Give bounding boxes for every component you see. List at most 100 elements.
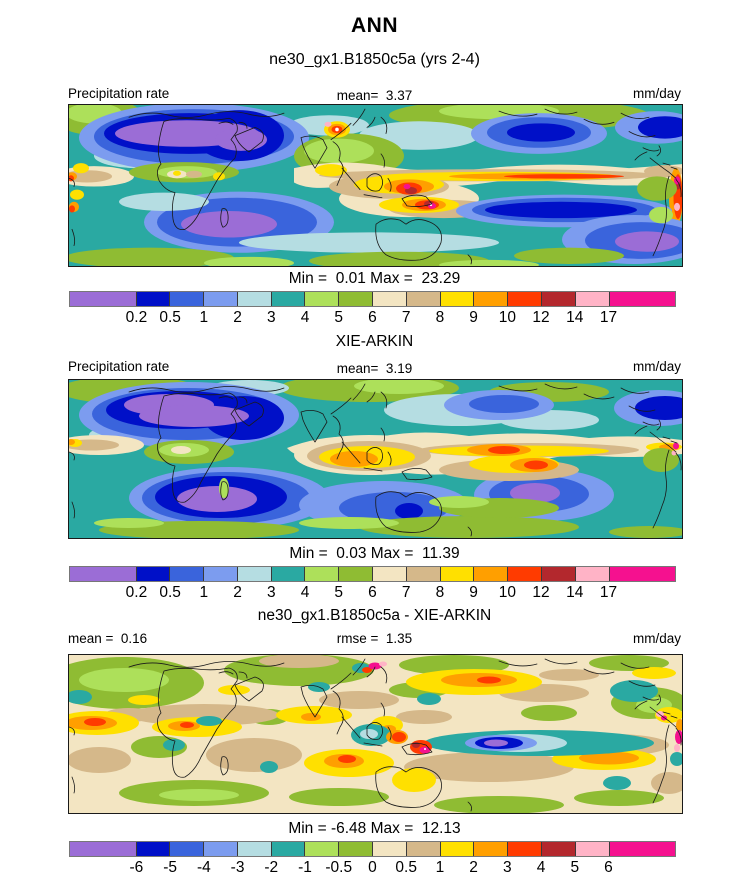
colorbar-swatch <box>203 842 237 856</box>
tick-label: 14 <box>566 584 584 601</box>
tick-label: 1 <box>199 309 209 326</box>
colorbar-swatch <box>608 292 676 306</box>
colorbar-swatch <box>473 567 508 581</box>
colorbar-swatch <box>574 292 609 306</box>
panel2-variable-label: Precipitation rate <box>68 359 170 374</box>
panel3-units-label: mm/day <box>632 631 681 646</box>
panel3-mean-label: mean = 0.16 <box>68 631 148 646</box>
colorbar-swatch <box>608 842 676 856</box>
tick-label: 0.2 <box>125 309 148 326</box>
colorbar-swatch <box>270 567 305 581</box>
panel3-difference-map <box>68 654 683 814</box>
tick-label: 17 <box>599 309 618 326</box>
tick-label: 7 <box>401 584 411 601</box>
colorbar-swatch <box>304 842 339 856</box>
panel1-minmax-label: Min = 0.01 Max = 23.29 <box>288 270 461 287</box>
colorbar-swatch <box>540 567 575 581</box>
tick-label: 0.5 <box>159 584 181 601</box>
colorbar-swatch <box>473 842 508 856</box>
colorbar-swatch <box>70 292 136 306</box>
panel2-units-label: mm/day <box>632 359 681 374</box>
colorbar-swatch <box>169 567 204 581</box>
tick-label: -5 <box>163 859 178 876</box>
tick-label: 5 <box>334 584 344 601</box>
colorbar-swatch <box>405 842 440 856</box>
tick-label: 5 <box>334 309 344 326</box>
tick-pad <box>625 859 676 877</box>
colorbar-swatch <box>439 842 474 856</box>
tick-label: -3 <box>230 859 245 876</box>
tick-label: 17 <box>599 584 618 601</box>
colorbar-swatch <box>203 567 237 581</box>
colorbar-swatch <box>270 842 305 856</box>
tick-label: 2 <box>233 584 242 601</box>
panel2-section-title: XIE-ARKIN <box>335 333 414 350</box>
panel2-mean-label: mean= 3.19 <box>336 361 413 376</box>
tick-pad <box>69 584 120 602</box>
panel3-minmax-label: Min = -6.48 Max = 12.13 <box>288 820 461 837</box>
panel2-obs-precipitation-map <box>68 379 683 539</box>
colorbar-swatch <box>405 292 440 306</box>
colorbar-swatch <box>169 842 204 856</box>
tick-label: 9 <box>469 309 478 326</box>
tick-label: 8 <box>435 309 445 326</box>
tick-label: -0.5 <box>325 859 353 876</box>
colorbar-swatch <box>135 292 170 306</box>
panel3-rmse-label: rmse = 1.35 <box>336 631 413 646</box>
tick-label: 2 <box>469 859 478 876</box>
panel1-colorbar-ticks: 0.2 0.5 1 2 3 4 5 6 7 8 9 10 12 14 17 <box>69 309 676 327</box>
colorbar-swatch <box>304 567 339 581</box>
colorbar-swatch <box>372 567 406 581</box>
page-title: ANN <box>351 14 398 37</box>
colorbar-swatch <box>439 567 474 581</box>
colorbar-swatch <box>338 842 373 856</box>
colorbar-swatch <box>574 842 609 856</box>
colorbar-swatch <box>405 567 440 581</box>
tick-label: 4 <box>300 584 310 601</box>
panel2-colorbar <box>69 566 676 582</box>
tick-pad <box>625 309 676 327</box>
tick-label: 12 <box>532 584 550 601</box>
tick-label: 0.2 <box>125 584 148 601</box>
tick-label: 6 <box>604 859 613 876</box>
tick-label: 3 <box>266 584 276 601</box>
tick-label: 6 <box>368 309 377 326</box>
tick-label: 4 <box>536 859 546 876</box>
tick-label: -1 <box>298 859 312 876</box>
colorbar-swatch <box>608 567 676 581</box>
panel2-colorbar-ticks: 0.2 0.5 1 2 3 4 5 6 7 8 9 10 12 14 17 <box>69 584 676 602</box>
tick-label: 10 <box>498 584 516 601</box>
panel3-colorbar <box>69 841 676 857</box>
panel1-mean-label: mean= 3.37 <box>336 88 413 103</box>
tick-label: 3 <box>266 309 276 326</box>
colorbar-swatch <box>540 842 575 856</box>
panel2-minmax-label: Min = 0.03 Max = 11.39 <box>289 545 460 562</box>
colorbar-swatch <box>473 292 508 306</box>
tick-label: 0.5 <box>159 309 181 326</box>
panel3-colorbar-ticks: -6 -5 -4 -3 -2 -1 -0.5 0 0.5 1 2 3 4 5 6 <box>69 859 676 877</box>
colorbar-swatch <box>338 292 373 306</box>
case-subtitle: ne30_gx1.B1850c5a (yrs 2-4) <box>269 51 480 68</box>
tick-label: 0 <box>368 859 377 876</box>
panel1-variable-label: Precipitation rate <box>68 86 170 101</box>
panel3-section-title: ne30_gx1.B1850c5a - XIE-ARKIN <box>257 607 492 624</box>
panel1-model-precipitation-map <box>68 104 683 267</box>
tick-label: 14 <box>566 309 584 326</box>
tick-label: 12 <box>532 309 550 326</box>
tick-label: 9 <box>469 584 478 601</box>
tick-label: 6 <box>368 584 377 601</box>
colorbar-swatch <box>540 292 575 306</box>
tick-pad <box>625 584 676 602</box>
colorbar-swatch <box>372 292 406 306</box>
tick-label: -2 <box>264 859 279 876</box>
colorbar-swatch <box>507 842 541 856</box>
tick-label: 3 <box>503 859 512 876</box>
tick-label: 4 <box>300 309 310 326</box>
tick-label: 2 <box>233 309 242 326</box>
tick-pad <box>69 859 120 877</box>
tick-label: 7 <box>401 309 411 326</box>
tick-pad <box>69 309 120 327</box>
colorbar-swatch <box>236 567 271 581</box>
colorbar-swatch <box>574 567 609 581</box>
colorbar-swatch <box>338 567 373 581</box>
